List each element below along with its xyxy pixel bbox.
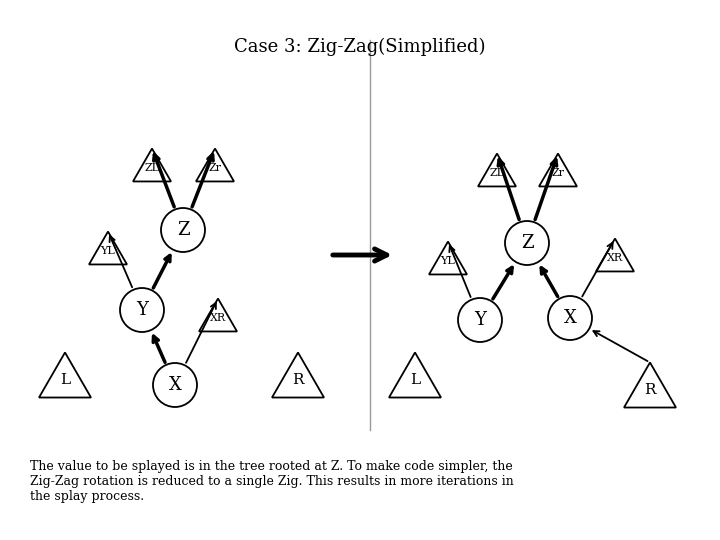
Text: R: R <box>292 373 304 387</box>
Polygon shape <box>89 232 127 265</box>
Polygon shape <box>478 153 516 186</box>
Polygon shape <box>272 353 324 397</box>
Polygon shape <box>389 353 441 397</box>
Polygon shape <box>199 299 237 332</box>
Text: L: L <box>410 373 420 387</box>
Text: YL: YL <box>441 256 455 266</box>
Polygon shape <box>133 148 171 181</box>
Text: L: L <box>60 373 70 387</box>
Text: Zr: Zr <box>552 168 564 178</box>
Text: Y: Y <box>474 311 486 329</box>
Circle shape <box>548 296 592 340</box>
Text: Case 3: Zig-Zag(Simplified): Case 3: Zig-Zag(Simplified) <box>234 38 486 56</box>
Text: X: X <box>168 376 181 394</box>
Text: Z: Z <box>521 234 534 252</box>
Polygon shape <box>39 353 91 397</box>
Text: Y: Y <box>136 301 148 319</box>
Text: YL: YL <box>101 246 115 256</box>
Polygon shape <box>429 241 467 274</box>
Text: X: X <box>564 309 577 327</box>
Circle shape <box>153 363 197 407</box>
Text: R: R <box>644 382 656 396</box>
Circle shape <box>505 221 549 265</box>
Circle shape <box>161 208 205 252</box>
Circle shape <box>120 288 164 332</box>
Polygon shape <box>539 153 577 186</box>
Text: The value to be splayed is in the tree rooted at Z. To make code simpler, the
Zi: The value to be splayed is in the tree r… <box>30 460 514 503</box>
Text: XR: XR <box>210 313 226 323</box>
Circle shape <box>458 298 502 342</box>
Text: Zr: Zr <box>209 163 222 173</box>
Text: ZL: ZL <box>145 163 160 173</box>
Text: ZL: ZL <box>490 168 505 178</box>
Polygon shape <box>596 239 634 272</box>
Text: Z: Z <box>176 221 189 239</box>
Text: XR: XR <box>607 253 623 264</box>
Polygon shape <box>196 148 234 181</box>
Polygon shape <box>624 362 676 408</box>
